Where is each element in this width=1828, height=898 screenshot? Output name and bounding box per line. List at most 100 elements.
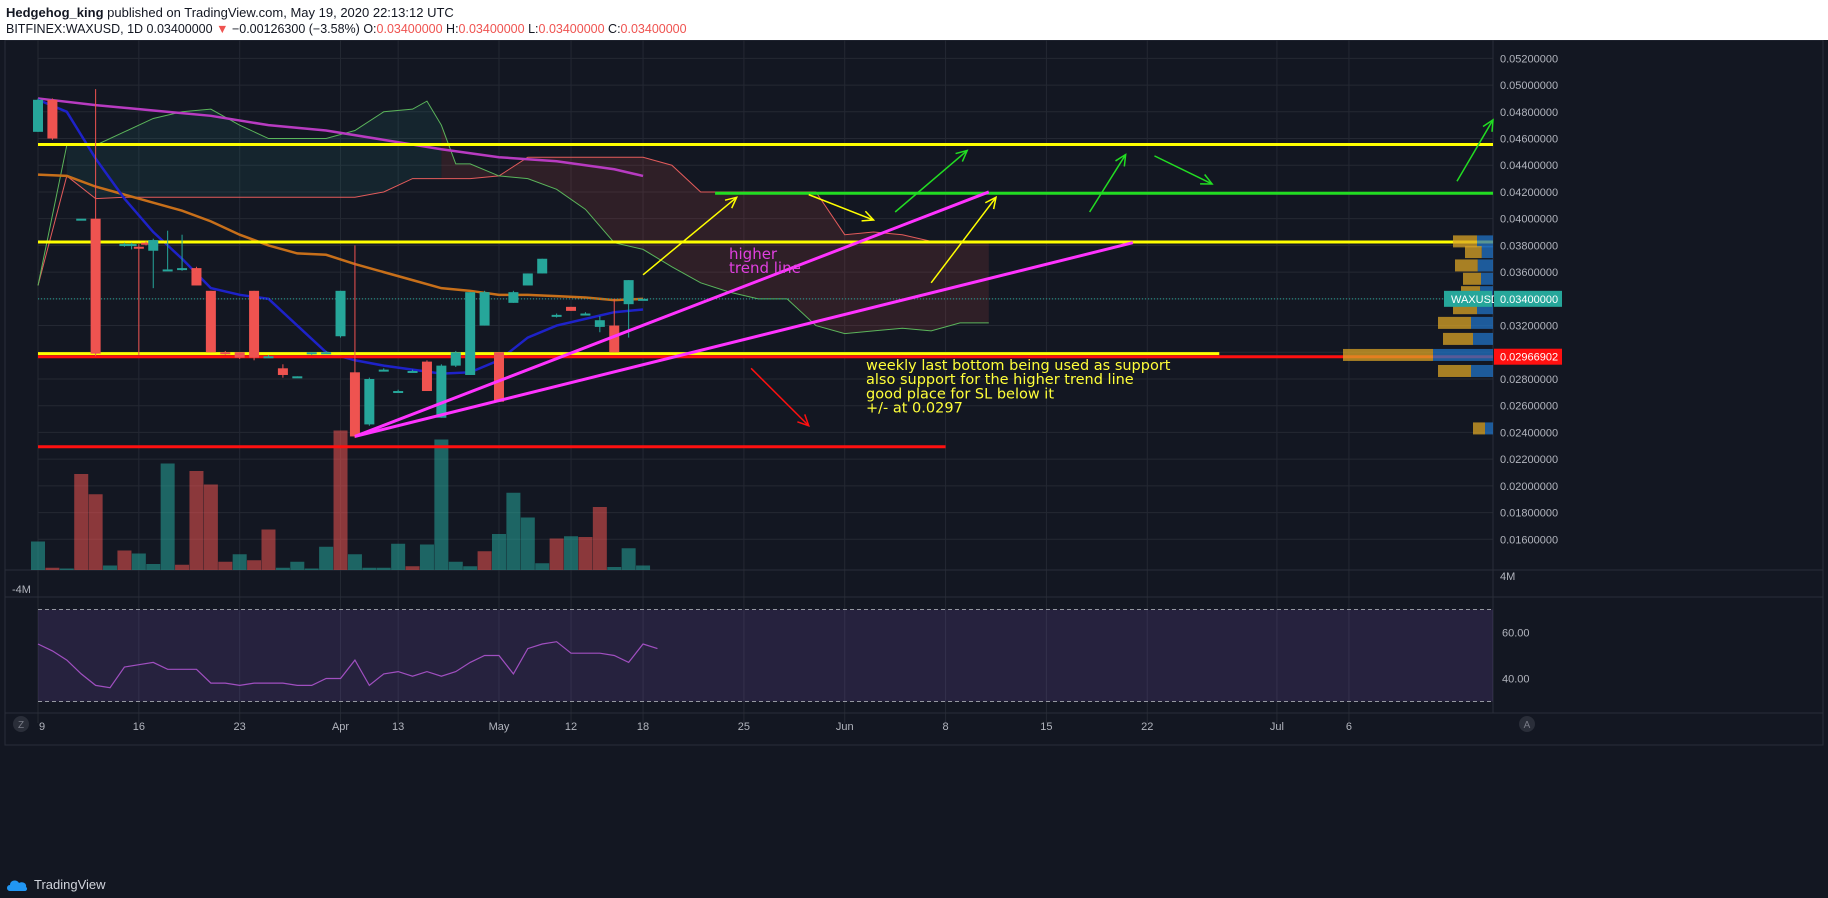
volume-bar (434, 439, 449, 570)
time-tick-label: 16 (133, 721, 145, 733)
volume-profile-bar (1438, 364, 1471, 377)
time-tick-label: 13 (392, 721, 404, 733)
volume-bar (275, 567, 290, 570)
volume-bar (391, 543, 406, 570)
volume-profile-bar (1477, 235, 1493, 248)
candle-body (162, 269, 173, 272)
candle-body (609, 325, 620, 353)
open-label: O: (363, 22, 377, 36)
arrow-head (861, 210, 876, 222)
publish-line: Hedgehog_king published on TradingView.c… (6, 5, 454, 20)
candle-body (450, 352, 461, 366)
arrow-shaft (894, 149, 968, 213)
volume-bar (448, 561, 463, 570)
volume-bar (491, 534, 506, 570)
trend-line-label: higher (729, 245, 778, 263)
time-tick-label: 9 (39, 721, 45, 733)
candle-body (407, 370, 418, 373)
candle-body (90, 218, 101, 354)
price-tick-label: 0.04400000 (1500, 160, 1558, 172)
candle-body (623, 280, 634, 305)
volume-profile-bar (1455, 259, 1478, 272)
volume-bar (419, 544, 434, 570)
close-value: 0.03400000 (620, 22, 687, 36)
volume-bar (607, 567, 622, 570)
volume-bar (117, 550, 132, 570)
volume-profile-bar (1471, 316, 1493, 329)
arrow-head (1115, 153, 1127, 167)
volume-bar (506, 492, 521, 570)
price-tick-label: 0.02200000 (1500, 454, 1558, 466)
volume-bar (160, 463, 175, 570)
time-tick-label: 15 (1040, 721, 1052, 733)
candle-body (522, 273, 533, 286)
candle-body (594, 320, 605, 327)
price-tick-label: 0.03200000 (1500, 321, 1558, 333)
price-tick-label: 0.05000000 (1500, 80, 1558, 92)
volume-profile-bar (1473, 422, 1485, 435)
arrow-shaft (1088, 154, 1127, 213)
chart-frame (4, 40, 1824, 746)
last-price-badge-label: 0.03400000 (1500, 294, 1558, 306)
time-tick-label: 18 (637, 721, 649, 733)
volume-bar (146, 564, 161, 570)
price-tick-label: 0.04200000 (1500, 187, 1558, 199)
support-note-line: good place for SL below it (866, 386, 1054, 402)
price-tick-label: 0.02400000 (1500, 427, 1558, 439)
ichimoku-span-b (37, 100, 989, 335)
ichimoku-span-a (37, 156, 989, 286)
rsi-line (37, 641, 658, 689)
annotation-arrow (808, 193, 876, 222)
volume-bar (304, 568, 319, 570)
time-tick-label: 8 (943, 721, 949, 733)
published-text: published on TradingView.com, May 19, 20… (107, 5, 454, 20)
high-value: 0.03400000 (458, 22, 525, 36)
volume-profile-bar (1433, 348, 1493, 361)
volume-bar (362, 567, 377, 570)
volume-bars (31, 430, 651, 570)
sma-long-line (37, 97, 644, 178)
auto-scale-button-glyph: A (1524, 720, 1531, 731)
zoom-button-icon (13, 716, 29, 732)
volume-bar (189, 471, 204, 570)
auto-scale-button-icon (1519, 716, 1535, 732)
tradingview-logo[interactable]: TradingView (6, 877, 106, 892)
time-tick-label: 23 (234, 721, 246, 733)
candle-body (378, 369, 389, 372)
volume-profile-bar (1463, 272, 1481, 285)
time-tick-label: 25 (738, 721, 750, 733)
candle-body (277, 368, 288, 375)
candle-body (292, 376, 303, 379)
cloud-bullish (66, 101, 442, 199)
candle-body (436, 365, 447, 418)
candle-body (580, 313, 591, 316)
candle-body (148, 240, 159, 251)
price-tick-label: 0.02800000 (1500, 374, 1558, 386)
rsi-tick-label: 60.00 (1502, 628, 1530, 640)
volume-profile-bar (1473, 332, 1493, 345)
candle-body (364, 378, 375, 425)
volume-bar (549, 538, 564, 570)
tradingview-cloud-icon (7, 880, 28, 891)
candle-body (306, 352, 317, 355)
arrow-shaft (1456, 119, 1494, 182)
volume-bar (88, 494, 103, 570)
candle-body (76, 218, 87, 221)
low-label: L: (528, 22, 539, 36)
volume-bar (463, 566, 478, 570)
arrow-head (955, 149, 969, 162)
candle-body (141, 242, 152, 245)
brand-label: TradingView (34, 877, 106, 892)
volume-bar (621, 548, 636, 570)
volume-bar (31, 541, 45, 570)
candle-body (126, 244, 137, 247)
price-tick-label: 0.01800000 (1500, 508, 1558, 520)
price-tick-label: 0.02000000 (1500, 481, 1558, 493)
price-change: −0.00126300 (−3.58%) (231, 22, 360, 36)
author-name[interactable]: Hedgehog_king (6, 5, 104, 20)
symbol-badge (1444, 290, 1492, 307)
price-tick-label: 0.04800000 (1500, 107, 1558, 119)
volume-profile-bar (1453, 235, 1477, 248)
price-tick-label: 0.03800000 (1500, 240, 1558, 252)
